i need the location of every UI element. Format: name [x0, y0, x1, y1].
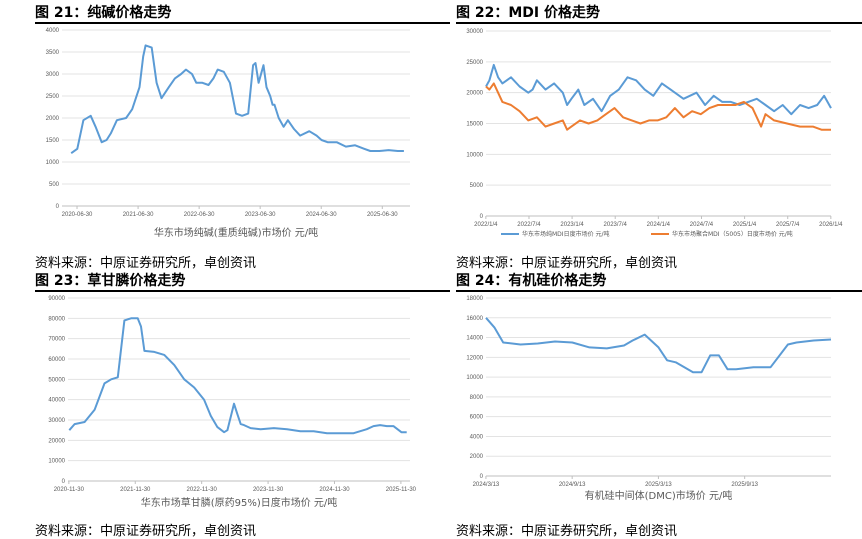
y-tick-label: 90000 [48, 296, 65, 302]
y-tick-label: 4000 [46, 28, 60, 34]
panel-silicone: 图 24：有机硅价格走势 0 2000 4000 6000 8000 10000 12000… [456, 270, 862, 539]
source-note: 资料来源：中原证券研究所，卓创资讯 [456, 524, 678, 539]
y-tick-label: 1500 [46, 138, 60, 144]
y-tick-label: 20000 [48, 438, 65, 444]
y-tick-label: 3000 [46, 72, 60, 78]
y-tick-label: 70000 [48, 337, 65, 343]
x-tick-label: 2024/7/4 [690, 222, 714, 228]
y-tick-label: 8000 [470, 395, 484, 401]
title-divider [456, 290, 862, 292]
x-tick-label: 2024-06-30 [306, 212, 337, 218]
y-tick-label: 10000 [466, 152, 483, 158]
y-tick-label: 1000 [46, 160, 60, 166]
x-tick-label: 2025-11-30 [386, 487, 417, 493]
x-tick-label: 2025/1/4 [733, 222, 757, 228]
y-tick-label: 60000 [48, 357, 65, 363]
panel-mdi: 图 22：MDI 价格走势 0 5000 10000 15000 20000 25000 3… [456, 2, 862, 271]
y-tick-label: 80000 [48, 316, 65, 322]
y-tick-label: 2000 [470, 454, 484, 460]
x-tick-label: 2025/7/4 [776, 222, 800, 228]
figure-title: 图 21：纯碱价格走势 [35, 5, 172, 21]
x-tick-label: 2023/1/4 [560, 222, 584, 228]
y-tick-label: 10000 [48, 459, 65, 465]
title-divider [35, 290, 450, 292]
chart-caption: 华东市场纯碱(重质纯碱)市场价 元/吨 [154, 226, 318, 239]
title-divider [35, 22, 450, 24]
y-tick-label: 50000 [48, 377, 65, 383]
y-tick-label: 4000 [470, 434, 484, 440]
x-tick-label: 2022-11-30 [187, 487, 218, 493]
y-tick-label: 15000 [466, 122, 483, 128]
silicone-dmc-price-chart: 0 2000 4000 6000 8000 10000 12000 14000 16000 180… [466, 296, 832, 502]
y-tick-label: 20000 [466, 91, 483, 97]
y-tick-label: 0 [56, 204, 60, 210]
x-tick-label: 2025/9/13 [731, 482, 758, 488]
series-line-1 [70, 44, 404, 155]
x-tick-label: 2023/7/4 [604, 222, 628, 228]
x-tick-label: 2024-11-30 [319, 487, 350, 493]
y-tick-label: 0 [480, 474, 484, 480]
source-note: 资料来源：中原证券研究所，卓创资讯 [456, 256, 678, 271]
y-tick-label: 16000 [466, 316, 483, 322]
x-tick-label: 2020-06-30 [62, 212, 93, 218]
x-tick-label: 2023-11-30 [253, 487, 284, 493]
legend-entry: 华东市场纯MDI日度市场价 元/吨 [522, 230, 610, 238]
glyphosate-price-chart: 0 10000 20000 30000 40000 50000 60000 70000 8000… [48, 296, 417, 509]
chart-caption: 有机硅中间体(DMC)市场价 元/吨 [585, 489, 733, 502]
figure-title: 图 22：MDI 价格走势 [456, 5, 600, 21]
y-tick-label: 25000 [466, 60, 483, 66]
y-tick-label: 0 [480, 214, 484, 220]
y-tick-label: 40000 [48, 398, 65, 404]
legend-entry: 华东市场聚合MDI（5005）日度市场价 元/吨 [672, 230, 793, 238]
y-tick-label: 12000 [466, 355, 483, 361]
y-tick-label: 6000 [470, 415, 484, 421]
chart-caption: 华东市场草甘膦(原药95%)日度市场价 元/吨 [141, 496, 338, 509]
y-tick-label: 14000 [466, 336, 483, 342]
panel-glyphosate: 图 23：草甘膦价格走势 0 10000 20000 30000 40000 50000 6… [35, 270, 450, 539]
x-tick-label: 2022-06-30 [184, 212, 215, 218]
x-tick-label: 2021-06-30 [123, 212, 154, 218]
y-tick-label: 500 [49, 182, 60, 188]
series-line-1 [485, 317, 832, 374]
y-tick-label: 30000 [466, 29, 483, 35]
x-tick-label: 2023-06-30 [245, 212, 276, 218]
figure-title: 图 24：有机硅价格走势 [456, 273, 607, 289]
x-tick-label: 2024/1/4 [647, 222, 671, 228]
y-tick-label: 2500 [46, 94, 60, 100]
source-note: 资料来源：中原证券研究所，卓创资讯 [35, 256, 257, 271]
x-tick-label: 2020-11-30 [54, 487, 85, 493]
y-tick-label: 30000 [48, 418, 65, 424]
y-tick-label: 0 [62, 479, 66, 485]
mdi-price-chart: 0 5000 10000 15000 20000 25000 30000 2022/1/4 20… [466, 29, 843, 238]
series-line-1 [68, 317, 407, 435]
x-tick-label: 2024/3/13 [473, 482, 500, 488]
x-tick-label: 2022/7/4 [517, 222, 541, 228]
x-tick-label: 2024/9/13 [559, 482, 586, 488]
figure-title: 图 23：草甘膦价格走势 [35, 273, 186, 289]
x-tick-label: 2022/1/4 [474, 222, 498, 228]
x-tick-label: 2025/3/13 [645, 482, 672, 488]
x-tick-label: 2025-06-30 [367, 212, 398, 218]
series-line-1 [485, 63, 832, 116]
panel-soda-ash: 图 21：纯碱价格走势 0 500 1000 1500 2000 2500 3000 3500… [35, 2, 450, 271]
title-divider [456, 22, 862, 24]
y-tick-label: 3500 [46, 50, 60, 56]
series-line-2 [485, 82, 831, 131]
y-tick-label: 10000 [466, 375, 483, 381]
soda-ash-price-chart: 0 500 1000 1500 2000 2500 3000 3500 4000 2020-06-… [46, 28, 410, 239]
y-tick-label: 2000 [46, 116, 60, 122]
y-tick-label: 18000 [466, 296, 483, 302]
x-tick-label: 2021-11-30 [120, 487, 151, 493]
x-tick-label: 2026/1/4 [819, 222, 843, 228]
y-tick-label: 5000 [470, 183, 484, 189]
source-note: 资料来源：中原证券研究所，卓创资讯 [35, 524, 257, 539]
